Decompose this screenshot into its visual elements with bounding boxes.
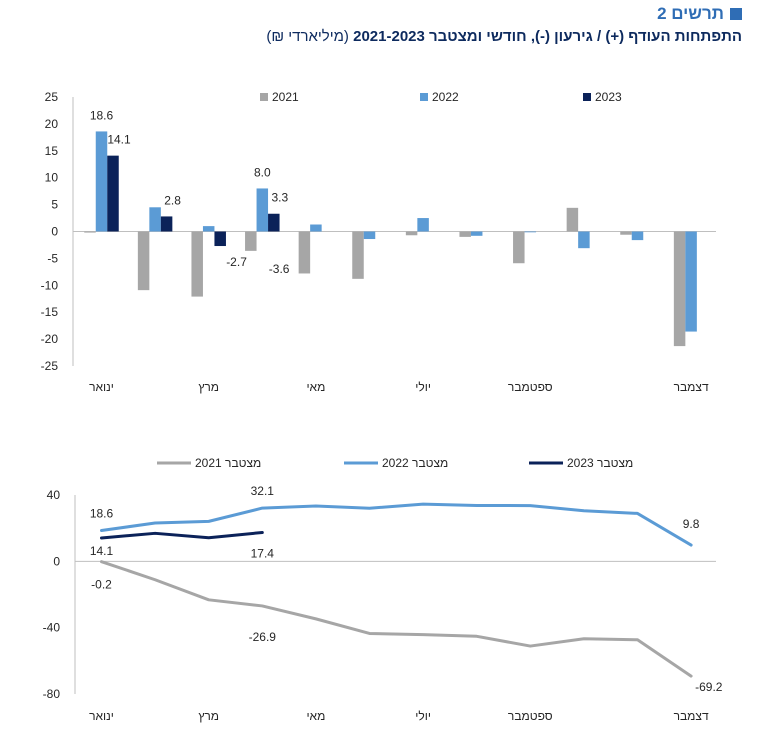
y-tick-label: 0	[51, 225, 58, 239]
legend-label: מצטבר 2022	[382, 456, 448, 470]
bar-2021	[620, 231, 632, 235]
bar-2021	[191, 231, 203, 297]
figure-unit: (מיליארדי ₪)	[266, 28, 349, 45]
y-tick-label: 40	[47, 488, 61, 502]
y-tick-label: -15	[41, 305, 59, 319]
bar-data-label: 8.0	[254, 165, 271, 179]
bar-data-label: 2.8	[164, 193, 181, 207]
line-data-label: 32.1	[251, 484, 275, 498]
bar-data-label: 3.3	[271, 191, 288, 205]
bar-2021	[352, 231, 364, 279]
legend-swatch-2023	[583, 93, 591, 101]
x-tick-label: דצמבר	[674, 380, 709, 394]
bar-2022	[685, 231, 697, 332]
bar-2021	[298, 231, 311, 274]
bar-2022	[417, 218, 429, 232]
bar-2022	[363, 231, 376, 240]
x-tick-label: מאי	[306, 709, 325, 723]
y-tick-label: 10	[45, 171, 59, 185]
bar-2023	[214, 231, 226, 247]
line-data-label: 14.1	[90, 544, 114, 558]
bar-data-label: -3.6	[269, 262, 290, 276]
y-tick-label: -10	[41, 278, 59, 292]
bar-2021	[245, 231, 257, 251]
bar-2022	[631, 231, 644, 241]
x-tick-label: ספטמבר	[508, 709, 553, 723]
x-tick-label: ספטמבר	[508, 380, 553, 394]
y-tick-label: -5	[47, 251, 58, 265]
bar-data-label: 18.6	[90, 108, 114, 122]
y-tick-label: -40	[43, 621, 61, 635]
x-tick-label: יולי	[415, 709, 431, 723]
bar-2022	[310, 224, 322, 232]
line-מצטבר 2022	[100, 502, 693, 547]
x-tick-label: מרץ	[198, 380, 219, 394]
bar-2022	[256, 188, 269, 232]
line-data-label: -26.9	[249, 630, 277, 644]
bar-2021	[84, 231, 96, 233]
x-tick-label: ינואר	[89, 380, 114, 394]
y-tick-label: 0	[53, 554, 60, 568]
figure-label-text: תרשים 2	[657, 4, 724, 23]
line-data-label: -69.2	[695, 680, 723, 694]
x-tick-label: ינואר	[89, 709, 114, 723]
bar-2022	[524, 231, 537, 233]
figure-square-icon	[730, 8, 742, 20]
x-tick-label: מאי	[306, 380, 325, 394]
figure-title: התפתחות העודף (+) / גירעון (-), חודשי ומ…	[22, 28, 742, 45]
legend-label: מצטבר 2021	[195, 456, 261, 470]
bar-2022	[95, 131, 108, 232]
line-מצטבר 2023	[100, 530, 264, 540]
legend-swatch-2022	[420, 93, 428, 101]
x-tick-label: מרץ	[198, 709, 219, 723]
bar-2021	[673, 231, 686, 347]
line-מצטבר 2021	[100, 560, 693, 678]
y-tick-label: 20	[45, 117, 59, 131]
figure-title-text: התפתחות העודף (+) / גירעון (-), חודשי ומ…	[353, 28, 742, 45]
line-data-label: 9.8	[683, 517, 700, 531]
bar-2022	[149, 207, 161, 232]
bar-data-label: 14.1	[107, 133, 131, 147]
bar-2023	[268, 213, 280, 232]
bar-2021	[459, 231, 471, 237]
bar-2021	[513, 231, 525, 264]
bar-data-label: -2.7	[226, 255, 247, 269]
monthly-bar-chart: 25 20 15 10 5 0 -5 -10 -15 -20 -25 ינואר מרץ מאי יולי ס…	[41, 90, 716, 394]
bar-2023	[107, 155, 119, 232]
y-tick-label: 15	[45, 144, 59, 158]
x-tick-label: יולי	[415, 380, 431, 394]
line-data-label: 17.4	[251, 546, 275, 560]
y-tick-label: -80	[43, 687, 61, 701]
y-tick-label: 5	[51, 198, 58, 212]
y-tick-label: -25	[41, 359, 59, 373]
bar-2021	[405, 231, 418, 236]
figure-header: תרשים 2 התפתחות העודף (+) / גירעון (-), …	[22, 4, 742, 45]
line-data-label: -0.2	[91, 578, 112, 592]
figure-label: תרשים 2	[22, 4, 742, 24]
line-data-label: 18.6	[90, 506, 114, 520]
legend-label: מצטבר 2023	[567, 456, 633, 470]
bar-2022	[470, 231, 483, 236]
bar-2021	[566, 207, 579, 232]
x-tick-label: דצמבר	[674, 709, 709, 723]
legend-swatch-2021	[260, 93, 268, 101]
bar-2021	[137, 231, 150, 291]
bar-2022	[578, 231, 590, 249]
bar-2022	[202, 226, 215, 232]
legend-label: 2022	[432, 90, 459, 104]
y-tick-label: -20	[41, 332, 59, 346]
y-tick-label: 25	[45, 90, 59, 104]
legend-label: 2021	[272, 90, 299, 104]
legend-label: 2023	[595, 90, 622, 104]
bar-2023	[160, 216, 173, 232]
